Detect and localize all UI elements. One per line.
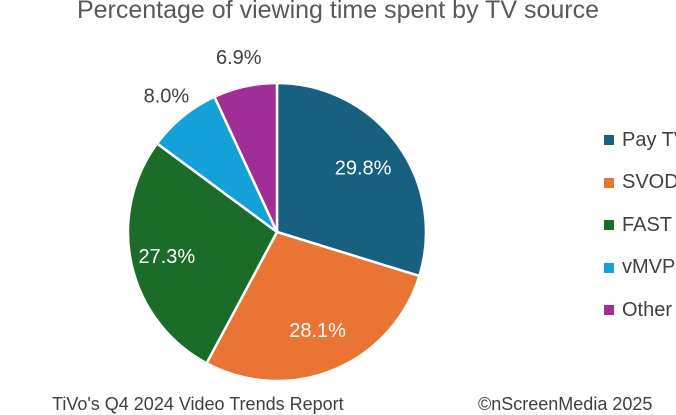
legend-swatch bbox=[604, 220, 614, 230]
data-label-svod: 28.1% bbox=[289, 320, 346, 342]
legend-item-pay-tv: Pay TV bbox=[604, 128, 676, 152]
legend-label: Other bbox=[622, 298, 673, 321]
legend-item-other: Other bbox=[604, 298, 672, 322]
pie-slice-svod bbox=[204, 230, 421, 383]
pie-slice-fast bbox=[126, 141, 279, 365]
pie-chart: 29.8% 28.1% 27.3% 8.0% 6.9% bbox=[126, 47, 428, 383]
data-label-fast: 27.3% bbox=[138, 246, 195, 268]
pie-slices bbox=[126, 81, 428, 383]
pie-slice-other bbox=[212, 81, 279, 233]
legend-label: Pay TV bbox=[622, 128, 676, 151]
data-label-other: 6.9% bbox=[216, 47, 262, 69]
legend-swatch bbox=[604, 305, 614, 315]
legend-item-svod: SVOD bbox=[604, 171, 676, 195]
chart-title: Percentage of viewing time spent by TV s… bbox=[76, 0, 600, 24]
data-label-pay-tv: 29.8% bbox=[335, 158, 392, 180]
legend-swatch bbox=[604, 262, 614, 273]
pie-slice-pay-tv bbox=[275, 81, 428, 278]
copyright-footnote: ©nScreenMedia 2025 bbox=[478, 394, 653, 414]
legend-item-vmvpd: vMVPD bbox=[604, 256, 676, 280]
legend-swatch bbox=[604, 135, 614, 145]
pie-data-labels: 29.8% 28.1% 27.3% 8.0% 6.9% bbox=[138, 47, 391, 342]
legend-swatch bbox=[604, 177, 614, 188]
legend-item-fast: FAST bbox=[604, 213, 672, 237]
legend-label: FAST bbox=[622, 213, 673, 236]
source-footnote: TiVo's Q4 2024 Video Trends Report bbox=[52, 394, 344, 414]
legend-label: vMVPD bbox=[622, 256, 676, 278]
data-label-vmvpd: 8.0% bbox=[144, 85, 190, 107]
legend-label: SVOD bbox=[622, 171, 676, 193]
